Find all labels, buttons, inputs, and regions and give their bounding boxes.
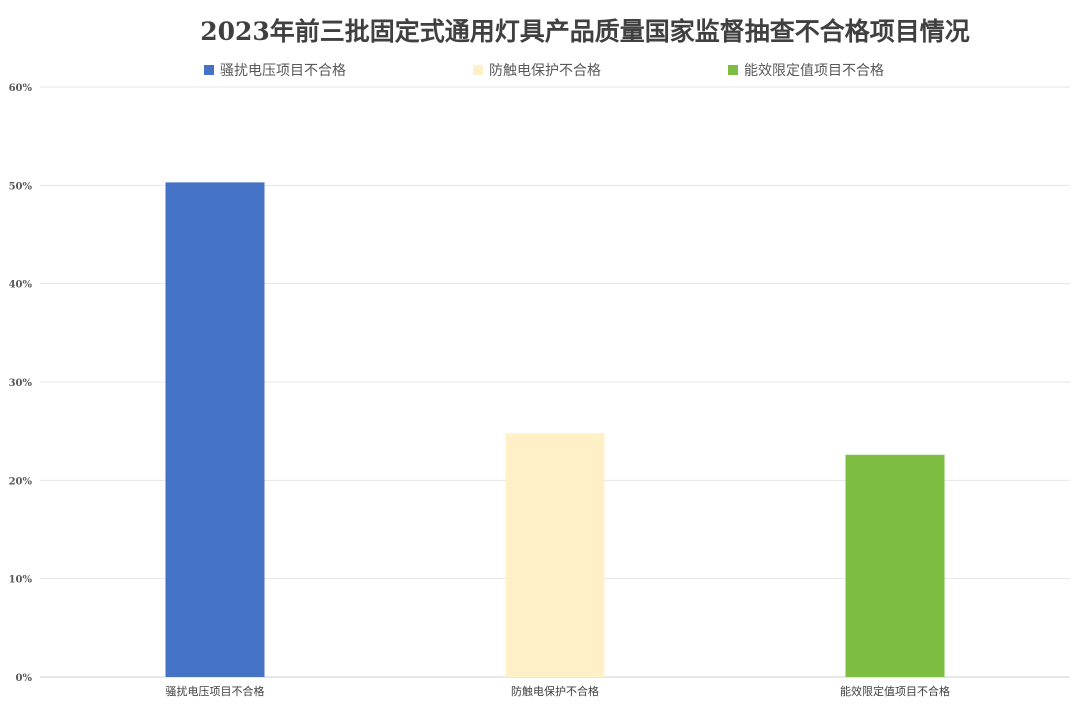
y-tick-label: 50% (9, 181, 33, 192)
y-tick-label: 30% (9, 378, 33, 389)
legend-swatch (204, 65, 214, 75)
y-tick-label: 60% (9, 83, 33, 94)
legend-swatch (473, 65, 483, 75)
legend-label: 能效限定值项目不合格 (744, 63, 884, 79)
legend-swatch (728, 65, 738, 75)
x-tick-label: 防触电保护不合格 (511, 684, 599, 698)
bar (165, 182, 265, 677)
legend-label: 骚扰电压项目不合格 (220, 63, 346, 79)
chart-title: 2023年前三批固定式通用灯具产品质量国家监督抽查不合格项目情况 (200, 17, 970, 46)
y-tick-label: 10% (9, 575, 33, 586)
x-tick-label: 能效限定值项目不合格 (840, 684, 950, 698)
y-tick-label: 20% (9, 476, 33, 487)
y-tick-label: 40% (9, 280, 33, 291)
bar (505, 433, 605, 677)
y-tick-label: 0% (16, 673, 33, 684)
x-tick-label: 骚扰电压项目不合格 (166, 684, 265, 698)
bar (845, 454, 945, 677)
legend-label: 防触电保护不合格 (489, 63, 601, 79)
